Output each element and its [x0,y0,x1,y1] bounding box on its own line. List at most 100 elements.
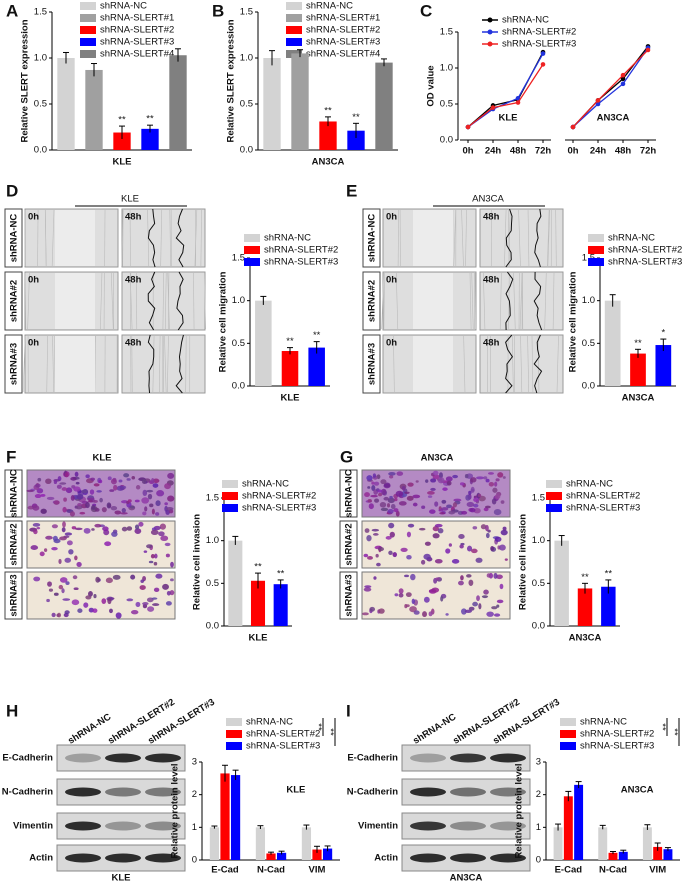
point [620,81,626,87]
bar [57,58,75,150]
cell [493,572,498,579]
panel-letter: D [6,181,18,200]
legend-swatch [286,26,302,34]
cell [401,485,406,491]
row-label-box [339,469,358,518]
bar [375,62,393,150]
cell [367,556,373,560]
legend-label: shRNA-NC [306,1,353,12]
cell [407,523,415,528]
cell [164,483,171,490]
row-label: shRNA-NC [9,469,20,518]
cell [30,545,39,551]
time-label: 0h [386,338,397,349]
bar [276,852,287,860]
panel-letter: F [6,447,16,466]
cell [389,531,395,538]
cell [59,536,67,541]
point [645,47,651,53]
texture [483,272,486,330]
cell [497,472,504,478]
cell [73,587,79,591]
cell [142,511,147,516]
micrograph [26,571,176,620]
cell [476,476,484,480]
panel-letter: E [346,181,357,200]
texture [159,335,161,393]
cell [71,599,80,606]
cell [110,505,118,511]
sig-label: ** [656,723,667,731]
cell [438,472,443,479]
cell [427,491,435,495]
cell [62,521,66,528]
cell [368,503,374,510]
legend-swatch [80,26,96,34]
cell [57,476,62,482]
texture [393,335,395,393]
cell [476,595,480,602]
legend-swatch [588,234,604,242]
cell [420,559,426,565]
cell [413,610,420,615]
cell [131,476,136,480]
cell [395,510,400,517]
cell [73,486,81,492]
row-label: shRNA#3 [367,343,378,385]
texture [395,272,399,330]
cell [74,471,79,477]
scratch [55,336,95,392]
cell [83,527,91,534]
cell [483,476,488,480]
cell [164,542,171,547]
sig-label: ** [312,723,323,731]
texture [168,272,170,330]
x-tick-label: N-Cad [599,865,627,876]
cell [150,554,155,559]
texture [518,209,521,267]
bar [642,827,652,860]
cell [396,471,404,476]
cell [59,577,68,583]
texture [547,209,550,267]
cell [409,606,417,613]
x-tick-label: 24h [485,146,502,157]
panel-label: KLE [286,785,305,796]
cell [380,479,387,485]
bar [653,846,663,860]
y-tick-label: 1.0 [582,295,595,306]
row-label: shRNA#3 [9,343,20,385]
cell [58,584,64,590]
legend-label: shRNA-NC [566,479,613,490]
cell [460,575,464,581]
time-label: 48h [125,212,142,223]
cell [53,479,58,485]
band [450,821,486,831]
bar [598,827,608,860]
texture [471,272,474,330]
cell [106,502,112,509]
cell [406,554,412,560]
x-tick-label: 72h [535,146,552,157]
cell [430,487,436,491]
cell [434,558,443,564]
y-tick-label: 2 [192,789,197,800]
cell [147,606,155,612]
legend-swatch [244,234,260,242]
cell [36,488,44,494]
cell [77,608,83,613]
cell [93,483,100,487]
cell [36,526,41,530]
y-tick-label: 0.5 [440,99,453,110]
x-axis-label: AN3CA [312,157,345,168]
time-label: 0h [28,338,39,349]
row-label: shRNA#3 [9,574,20,616]
cell [459,482,465,486]
cell [445,476,453,482]
image-header: AN3CA [421,453,454,464]
texture [194,209,198,267]
cell [153,561,158,566]
legend-label: shRNA-SLERT#3 [566,503,640,514]
texture [169,209,171,267]
